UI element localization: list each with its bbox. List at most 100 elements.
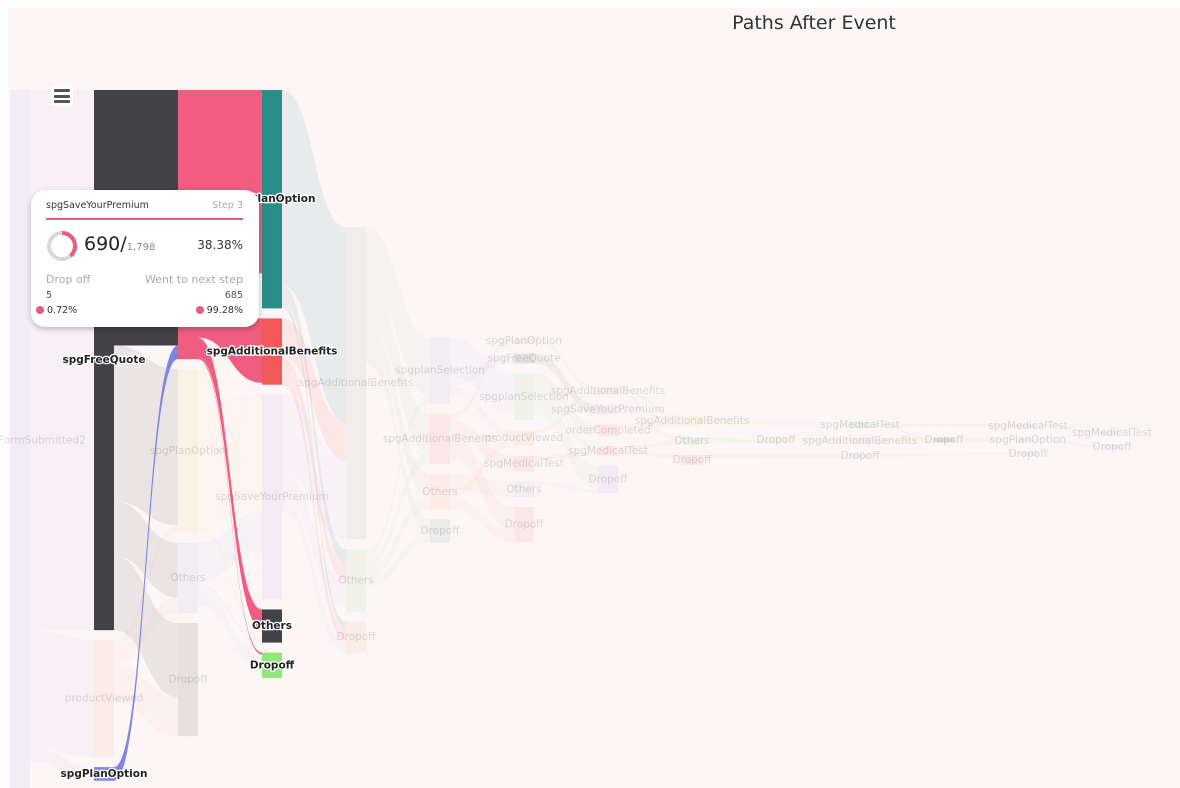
flow-link[interactable] — [282, 394, 346, 540]
flow-link[interactable] — [870, 438, 1018, 444]
flow-link[interactable] — [534, 451, 598, 460]
flow-link[interactable] — [30, 630, 94, 758]
node-Others[interactable] — [430, 474, 450, 510]
flow-link[interactable] — [870, 422, 934, 440]
flow-link[interactable] — [282, 90, 346, 423]
flow-link[interactable] — [282, 472, 346, 608]
flow-link[interactable] — [702, 418, 850, 428]
flow-link[interactable] — [618, 440, 682, 450]
flow-link[interactable] — [450, 438, 514, 498]
node-spgAdditionalBenefits[interactable] — [850, 438, 870, 444]
node-spgAdditionalBenefits[interactable] — [430, 413, 450, 465]
node-Dropoff[interactable] — [598, 465, 618, 494]
flow-link[interactable] — [282, 500, 346, 653]
flow-link[interactable] — [618, 386, 682, 420]
node-spgMedicalTest[interactable] — [598, 446, 618, 456]
node-Others[interactable] — [514, 481, 534, 498]
node-spgPlanOption[interactable] — [1018, 438, 1038, 442]
flow-link[interactable] — [366, 324, 430, 498]
node-Dropoff[interactable] — [1102, 445, 1122, 449]
flow-link[interactable] — [198, 589, 262, 671]
node-Others[interactable] — [262, 609, 282, 643]
flow-link[interactable] — [534, 390, 598, 435]
node-Dropoff[interactable] — [262, 652, 282, 678]
flow-link[interactable] — [282, 300, 346, 630]
node-Dropoff[interactable] — [430, 519, 450, 543]
node-spgMedicalTest[interactable] — [514, 455, 534, 472]
flow-link[interactable] — [282, 373, 346, 642]
flow-link[interactable] — [282, 357, 346, 581]
flow-link[interactable] — [450, 435, 514, 531]
flow-link[interactable] — [198, 394, 262, 522]
flow-link[interactable] — [450, 353, 514, 386]
flow-link[interactable] — [1038, 433, 1102, 439]
node-spgplanSelection[interactable] — [514, 373, 534, 421]
node-Others[interactable] — [346, 549, 366, 612]
hamburger-menu-button[interactable] — [51, 86, 73, 106]
node-spgPlanOption[interactable] — [94, 767, 114, 781]
flow-link[interactable] — [198, 521, 262, 637]
node-spgPlanOption[interactable] — [178, 369, 198, 533]
node-Dropoff[interactable] — [850, 453, 870, 458]
flow-link[interactable] — [366, 285, 430, 453]
flow-link[interactable] — [114, 663, 178, 737]
node-spgAdditionalBenefits[interactable] — [346, 227, 366, 540]
node-Dropoff[interactable] — [346, 621, 366, 653]
node-spgLeadFormSubmitted2[interactable] — [10, 90, 30, 788]
node-spgSaveYourPremium[interactable] — [598, 404, 618, 415]
node-Dropoff[interactable] — [682, 454, 702, 465]
node-Dropoff[interactable] — [514, 507, 534, 543]
flow-link[interactable] — [198, 337, 262, 629]
flow-link[interactable] — [534, 391, 598, 490]
node-spgSaveYourPremium[interactable] — [262, 394, 282, 600]
flow-link[interactable] — [702, 453, 850, 459]
node-spgMedicalTest[interactable] — [850, 422, 870, 428]
flow-link[interactable] — [198, 357, 262, 655]
node-Dropoff[interactable] — [1018, 452, 1038, 456]
node-spgMedicalTest[interactable] — [1102, 431, 1122, 435]
node-spgAdditionalBenefits[interactable] — [262, 318, 282, 385]
flow-link[interactable] — [534, 353, 598, 415]
flow-link[interactable] — [1038, 424, 1102, 434]
flow-link[interactable] — [366, 227, 430, 396]
flow-link[interactable] — [114, 345, 178, 781]
flow-link[interactable] — [450, 386, 514, 439]
flow-link[interactable] — [618, 390, 682, 461]
flow-link[interactable] — [114, 525, 178, 648]
node-spgPlanOption[interactable] — [262, 90, 282, 309]
node-productViewed[interactable] — [514, 430, 534, 446]
flow-link[interactable] — [534, 481, 598, 494]
node-spgAdditionalBenefits[interactable] — [682, 415, 702, 428]
flow-link[interactable] — [618, 404, 682, 424]
flow-link[interactable] — [870, 452, 1018, 457]
flow-link[interactable] — [450, 337, 514, 420]
flow-link[interactable] — [114, 501, 178, 598]
flow-link[interactable] — [282, 318, 346, 462]
flow-link[interactable] — [450, 474, 514, 498]
node-spgAdditionalBenefits[interactable] — [598, 386, 618, 395]
node-spgFreeQuote[interactable] — [514, 353, 534, 364]
flow-link[interactable] — [450, 497, 514, 543]
flow-link[interactable] — [534, 385, 598, 452]
node-Dropoff[interactable] — [178, 623, 198, 737]
flow-link[interactable] — [114, 556, 178, 698]
node-Others[interactable] — [682, 437, 702, 445]
flow-link[interactable] — [366, 497, 430, 581]
node-productViewed[interactable] — [94, 640, 114, 758]
flow-link[interactable] — [618, 408, 682, 441]
node-Dropoff[interactable] — [934, 438, 954, 442]
flow-link[interactable] — [618, 450, 682, 459]
node-Others[interactable] — [178, 542, 198, 614]
flow-link[interactable] — [870, 423, 1018, 428]
flow-link[interactable] — [702, 437, 766, 443]
flow-link[interactable] — [282, 285, 346, 565]
node-orderCompleted[interactable] — [598, 424, 618, 437]
flow-link[interactable] — [702, 438, 850, 444]
flow-link[interactable] — [198, 583, 262, 643]
flow-link[interactable] — [702, 415, 766, 441]
flow-link[interactable] — [534, 337, 598, 391]
flow-link[interactable] — [366, 395, 430, 557]
flow-link[interactable] — [450, 337, 514, 413]
flow-link[interactable] — [114, 597, 178, 664]
flow-link[interactable] — [618, 423, 682, 429]
